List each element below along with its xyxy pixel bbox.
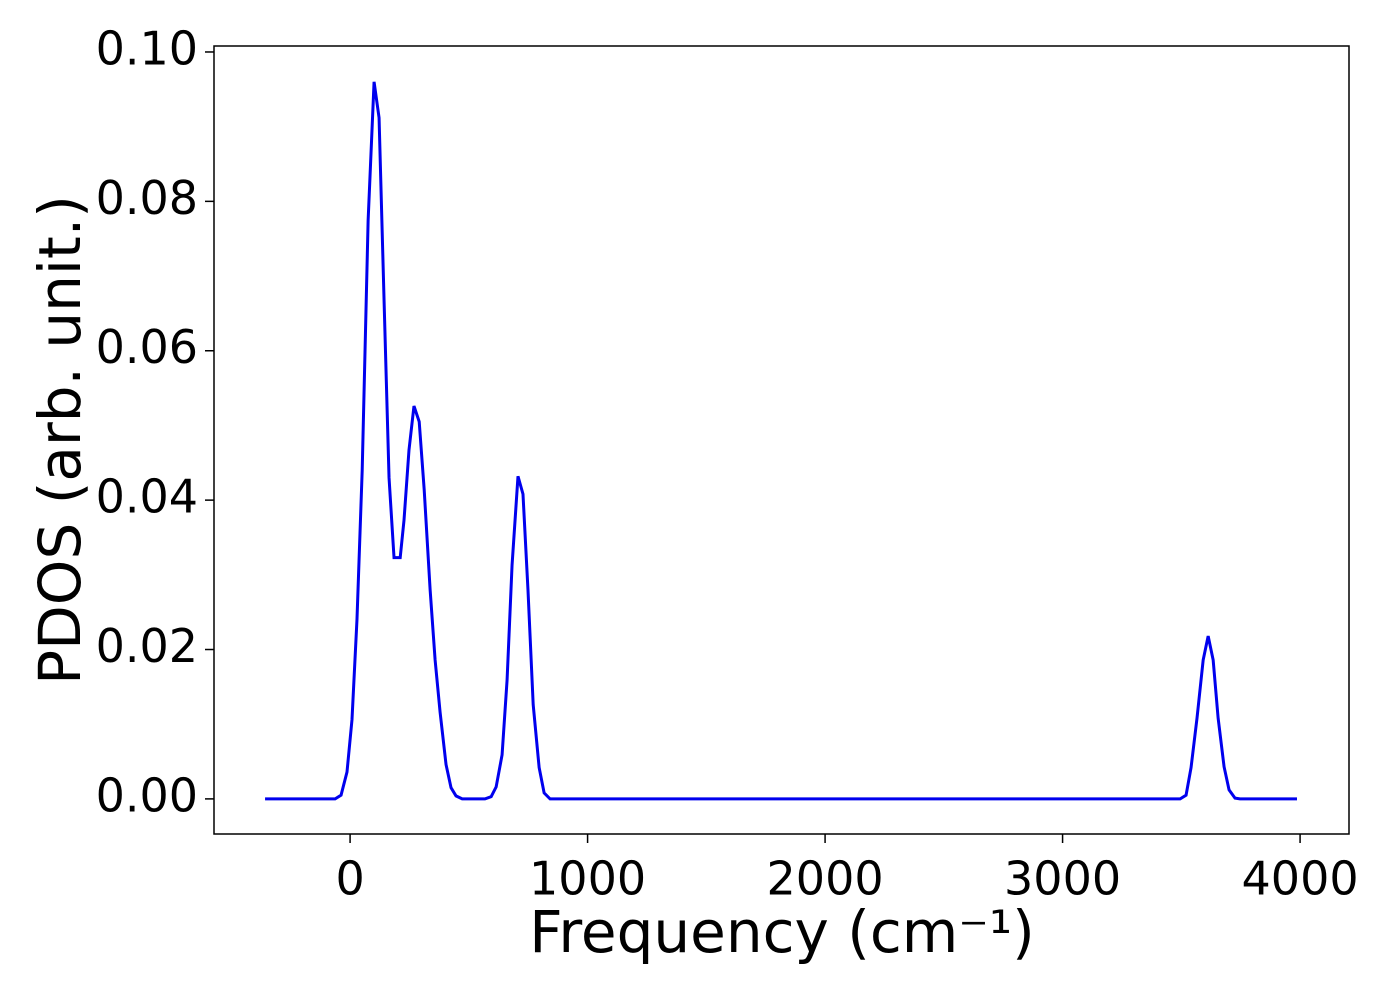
y-axis-label: PDOS (arb. unit.) — [26, 195, 94, 685]
plot-frame — [213, 45, 1350, 835]
y-tick-label: 0.04 — [96, 470, 198, 524]
y-tick-label: 0.00 — [96, 768, 198, 822]
y-tick-label: 0.06 — [96, 320, 198, 374]
x-tick-label: 4000 — [1242, 852, 1359, 906]
x-axis-label: Frequency (cm⁻¹) — [529, 898, 1035, 966]
data-line — [265, 81, 1297, 801]
x-tick-label: 0 — [335, 852, 364, 906]
x-tick-label: 3000 — [1004, 852, 1121, 906]
y-tick-label: 0.02 — [96, 619, 198, 673]
x-tick-label: 1000 — [529, 852, 646, 906]
y-tick-label: 0.10 — [96, 21, 198, 75]
y-tick-label: 0.08 — [96, 171, 198, 225]
x-tick-label: 2000 — [767, 852, 884, 906]
